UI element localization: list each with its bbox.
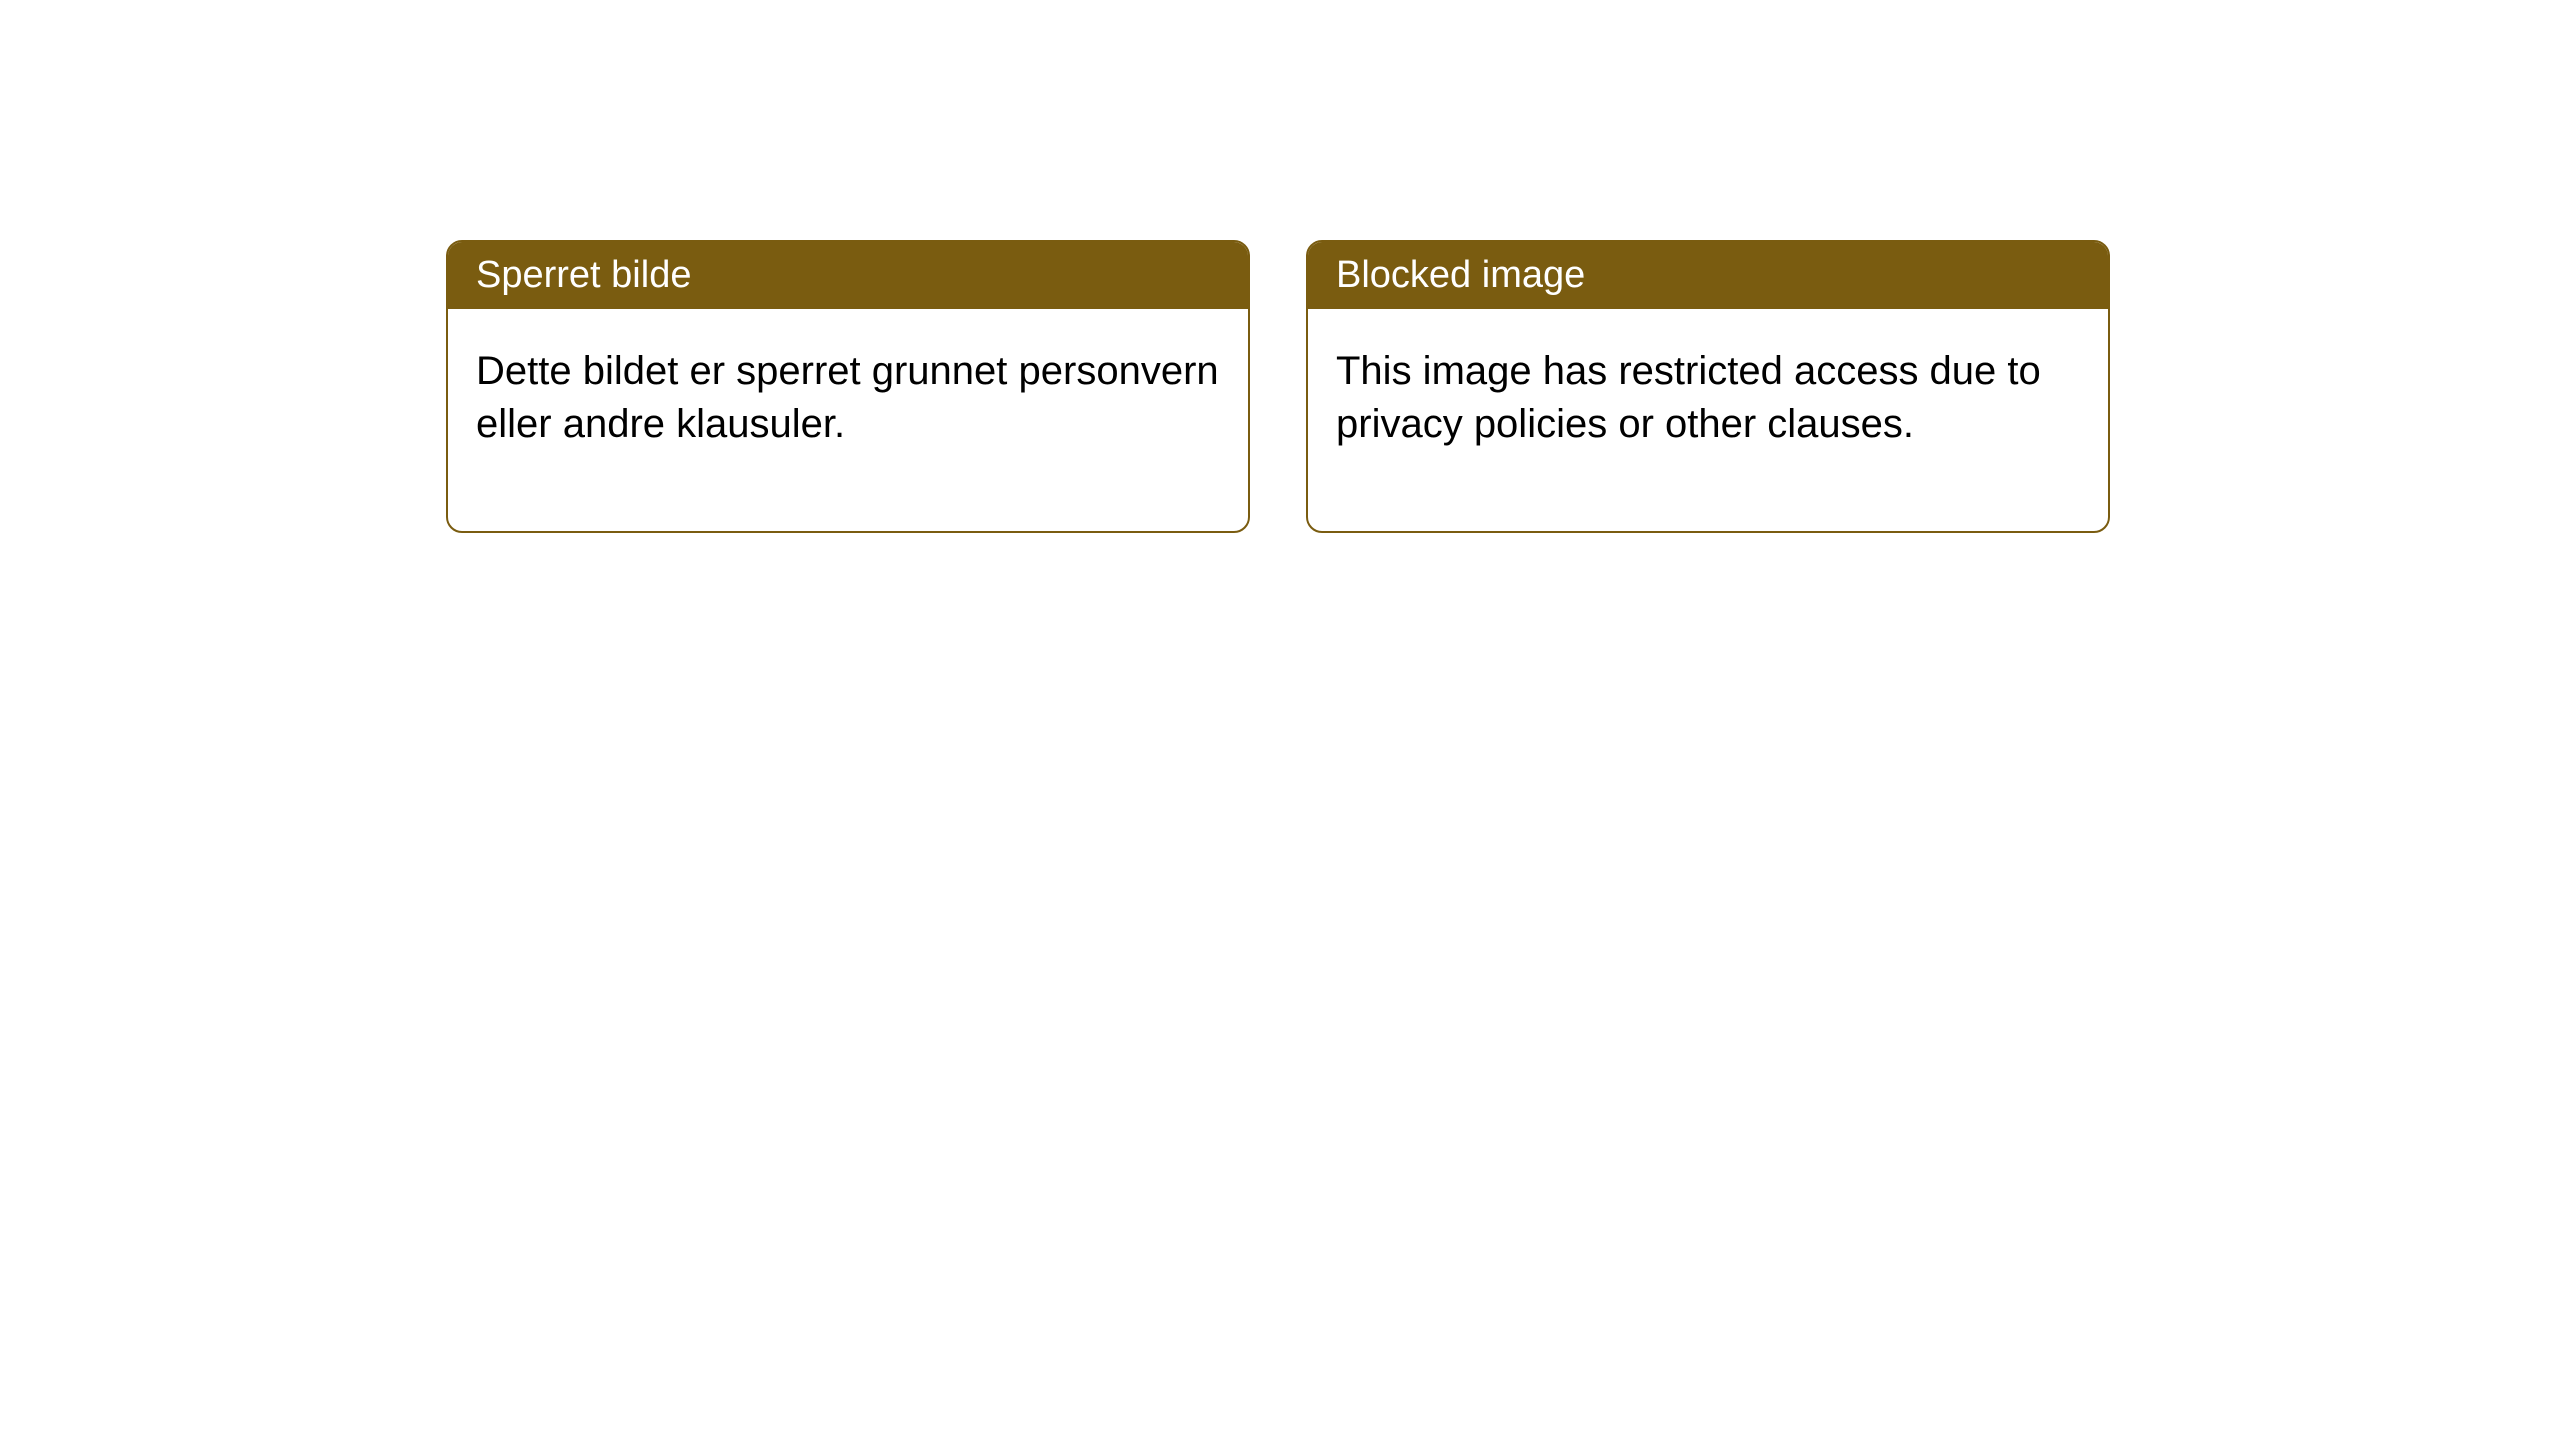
- notice-header: Blocked image: [1308, 242, 2108, 309]
- notice-container: Sperret bilde Dette bildet er sperret gr…: [0, 0, 2560, 533]
- notice-body-text: Dette bildet er sperret grunnet personve…: [476, 349, 1219, 446]
- notice-body-text: This image has restricted access due to …: [1336, 349, 2041, 446]
- notice-title: Blocked image: [1336, 254, 1585, 296]
- notice-header: Sperret bilde: [448, 242, 1248, 309]
- notice-card-norwegian: Sperret bilde Dette bildet er sperret gr…: [446, 240, 1250, 533]
- notice-title: Sperret bilde: [476, 254, 691, 296]
- notice-card-english: Blocked image This image has restricted …: [1306, 240, 2110, 533]
- notice-body: This image has restricted access due to …: [1308, 309, 2108, 531]
- notice-body: Dette bildet er sperret grunnet personve…: [448, 309, 1248, 531]
